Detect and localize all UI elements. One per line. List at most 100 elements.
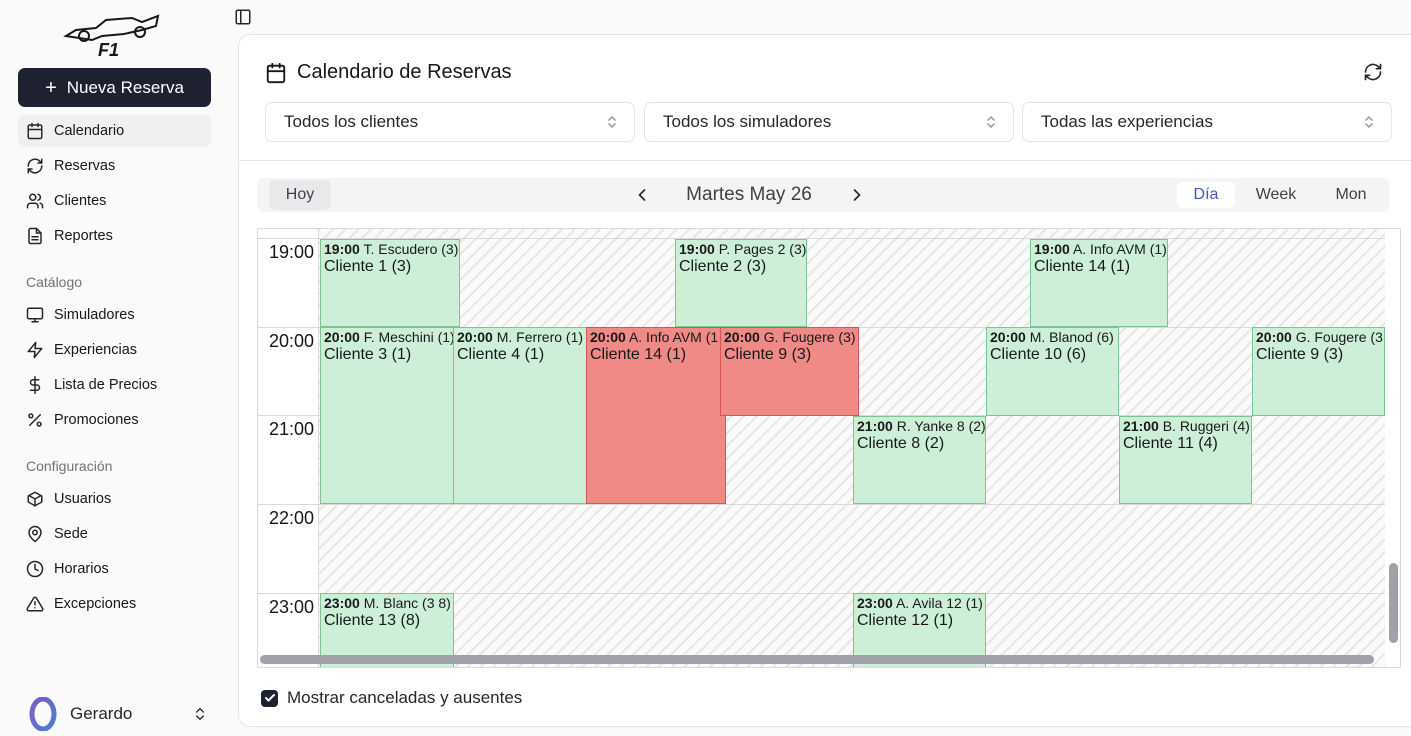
current-date-label: Martes May 26 — [686, 184, 812, 205]
nav-item-label: Experiencias — [54, 342, 138, 358]
event-client: Cliente 4 (1) — [457, 346, 545, 363]
horizontal-scrollbar[interactable] — [260, 655, 1374, 664]
chevrons-up-down-icon — [196, 707, 204, 721]
reservation-event[interactable]: 23:00 M. Blanc (3 8) Cliente 13 (8) — [320, 593, 454, 667]
event-who: M. Ferrero (1) — [496, 329, 584, 345]
nav-item-label: Simuladores — [54, 307, 135, 323]
nav-item-sede[interactable]: Sede — [18, 518, 211, 550]
clients-filter-select[interactable]: Todos los clientes — [265, 102, 635, 142]
nav-item-excepciones[interactable]: Excepciones — [18, 588, 211, 620]
calendar-icon — [266, 62, 286, 83]
event-header: 19:00 P. Pages 2 (3) — [679, 241, 806, 257]
time-label: 20:00 — [268, 331, 314, 351]
nav-item-promociones[interactable]: Promociones — [18, 404, 211, 436]
calendar-toolbar: Hoy Martes May 26 Día Week Mon — [257, 178, 1389, 212]
plus-icon: + — [45, 76, 57, 99]
sidebar-toggle-icon[interactable] — [234, 8, 252, 26]
reservation-event[interactable]: 20:00 G. Fougere (3 Cliente 9 (3) — [1252, 327, 1385, 416]
event-header: 23:00 A. Avila 12 (1) — [857, 595, 983, 611]
new-reservation-label: Nueva Reserva — [66, 77, 184, 97]
monitor-icon — [26, 307, 44, 323]
event-who: M. Blanc (3 8) — [363, 595, 451, 611]
check-icon — [264, 694, 275, 702]
new-reservation-button[interactable]: + Nueva Reserva — [18, 68, 211, 107]
nav-item-label: Reservas — [54, 158, 116, 174]
config-group-title: Configuración — [26, 458, 113, 474]
nav-item-label: Calendario — [54, 123, 125, 139]
simulators-filter-select[interactable]: Todos los simuladores — [644, 102, 1014, 142]
event-time: 20:00 — [457, 329, 493, 345]
refresh-icon[interactable] — [1363, 62, 1383, 82]
page-header: Calendario de Reservas — [265, 61, 512, 84]
reservation-event[interactable]: 21:00 B. Ruggeri (4) Cliente 11 (4) — [1119, 416, 1252, 504]
map-pin-icon — [28, 525, 42, 543]
nav-item-label: Promociones — [54, 412, 139, 428]
reservation-event-cancelled[interactable]: 20:00 G. Fougere (3) Cliente 9 (3) — [720, 327, 859, 416]
event-who: A. Avila 12 (1) — [895, 595, 983, 611]
nav-item-calendario[interactable]: Calendario — [18, 115, 211, 147]
reservation-event[interactable]: 21:00 R. Yanke 8 (2) Cliente 8 (2) — [853, 416, 986, 504]
event-client: Cliente 14 (1) — [590, 346, 687, 363]
nav-item-simuladores[interactable]: Simuladores — [18, 299, 211, 331]
chevrons-up-down-icon — [608, 115, 616, 129]
vertical-scrollbar[interactable] — [1389, 563, 1398, 643]
reservation-event[interactable]: 19:00 P. Pages 2 (3) Cliente 2 (3) — [675, 239, 807, 327]
view-month-button[interactable]: Mon — [1335, 186, 1367, 203]
nav-item-experiencias[interactable]: Experiencias — [18, 334, 211, 366]
chevron-right-icon[interactable] — [847, 185, 867, 205]
reservation-event[interactable]: 20:00 F. Meschini (1) Cliente 3 (1) — [320, 327, 454, 504]
experiences-filter-select[interactable]: Todas las experiencias — [1022, 102, 1392, 142]
avatar — [29, 697, 57, 731]
catalog-group-title: Catálogo — [26, 274, 83, 290]
event-time: 19:00 — [324, 241, 360, 257]
reservation-event[interactable]: 19:00 T. Escudero (3) Cliente 1 (3) — [320, 239, 460, 327]
time-label: 22:00 — [268, 508, 314, 528]
calendar-icon — [27, 122, 43, 140]
show-cancelled-toggle[interactable]: Mostrar canceladas y ausentes — [261, 688, 522, 708]
reservation-event[interactable]: 19:00 A. Info AVM (1) Cliente 14 (1) — [1030, 239, 1168, 327]
event-time: 20:00 — [324, 329, 360, 345]
box-icon — [27, 491, 43, 507]
reservation-event[interactable]: 23:00 A. Avila 12 (1) Cliente 12 (1) — [853, 593, 986, 667]
nav-item-label: Horarios — [54, 561, 109, 577]
nav-item-label: Sede — [54, 526, 88, 542]
time-column: 19:00 20:00 21:00 22:00 23:00 — [258, 229, 319, 667]
reservation-event[interactable]: 20:00 M. Blanod (6) Cliente 10 (6) — [986, 327, 1119, 416]
event-header: 21:00 R. Yanke 8 (2) — [857, 418, 985, 434]
event-who: A. Info AVM (1 — [628, 329, 719, 345]
event-header: 20:00 M. Ferrero (1) — [457, 329, 583, 345]
svg-text:F1: F1 — [98, 40, 119, 58]
chevron-left-icon[interactable] — [632, 185, 652, 205]
event-client: Cliente 12 (1) — [857, 612, 954, 629]
user-name: Gerardo — [70, 704, 133, 723]
view-week-button[interactable]: Week — [1255, 186, 1297, 203]
nav-item-reservas[interactable]: Reservas — [18, 150, 211, 182]
simulators-filter-value: Todos los simuladores — [663, 112, 832, 131]
time-label: 19:00 — [268, 242, 314, 262]
user-menu[interactable]: Gerardo — [28, 696, 208, 732]
event-client: Cliente 1 (3) — [324, 258, 412, 275]
nav-item-horarios[interactable]: Horarios — [18, 553, 211, 585]
file-icon — [28, 227, 42, 245]
event-client: Cliente 13 (8) — [324, 612, 421, 629]
divider — [239, 160, 1411, 161]
nav-item-usuarios[interactable]: Usuarios — [18, 483, 211, 515]
hour-line — [258, 238, 1385, 239]
main-panel: Calendario de Reservas Todos los cliente… — [238, 34, 1411, 727]
view-day-button[interactable]: Día — [1177, 182, 1235, 208]
nav-item-lista-precios[interactable]: Lista de Precios — [18, 369, 211, 401]
hour-line — [258, 593, 1385, 594]
clients-filter-value: Todos los clientes — [284, 112, 419, 131]
nav-item-reportes[interactable]: Reportes — [18, 220, 211, 252]
event-who: M. Blanod (6) — [1029, 329, 1114, 345]
show-cancelled-checkbox[interactable] — [261, 689, 278, 707]
reservation-event-cancelled[interactable]: 20:00 A. Info AVM (1 Cliente 14 (1) — [586, 327, 726, 504]
chevrons-up-down-icon — [987, 115, 995, 129]
today-button[interactable]: Hoy — [269, 180, 331, 210]
event-time: 19:00 — [1034, 241, 1070, 257]
reservation-event[interactable]: 20:00 M. Ferrero (1) Cliente 4 (1) — [453, 327, 587, 504]
event-client: Cliente 3 (1) — [324, 346, 412, 363]
event-time: 20:00 — [724, 329, 760, 345]
calendar-grid[interactable]: 19:00 20:00 21:00 22:00 23:00 19:00 T. E… — [257, 228, 1401, 668]
nav-item-clientes[interactable]: Clientes — [18, 185, 211, 217]
